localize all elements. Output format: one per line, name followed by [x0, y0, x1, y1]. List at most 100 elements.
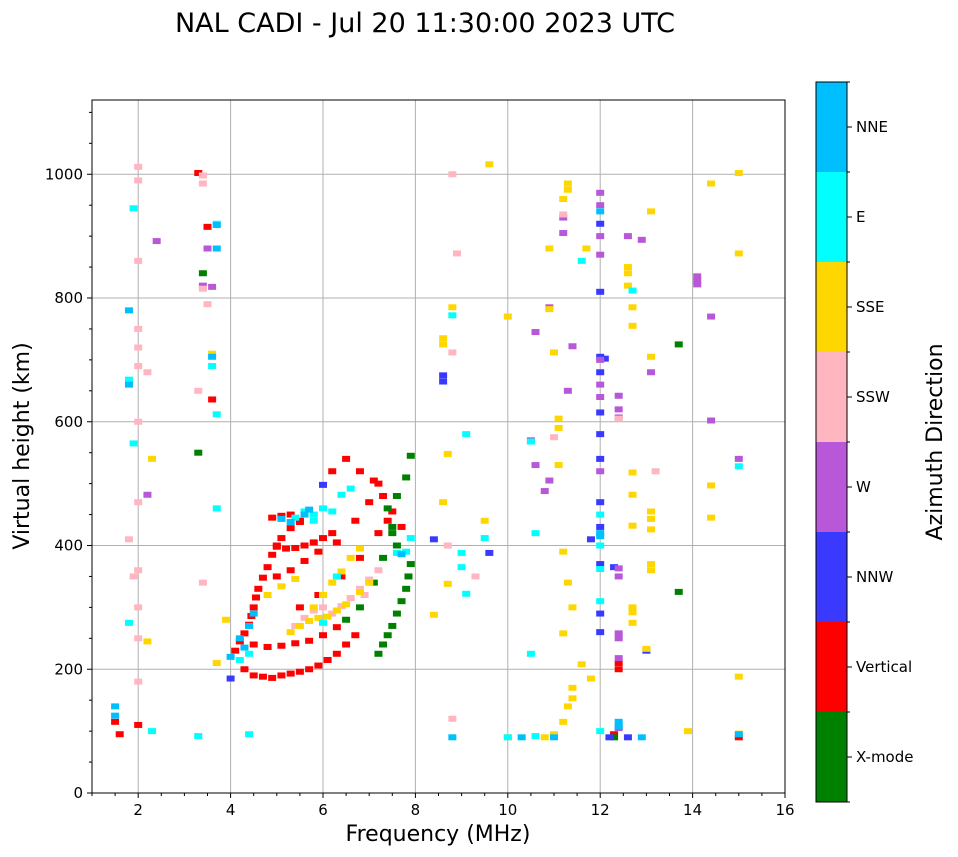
data-point [291, 622, 300, 629]
data-point [582, 245, 591, 252]
x-axis-ticks: 2 4 6 8 10 12 14 16 [91, 793, 795, 819]
data-point [559, 214, 568, 221]
colorbar-tick-label: W [856, 478, 871, 496]
data-point [642, 645, 651, 652]
data-point [198, 285, 207, 292]
data-point [457, 564, 466, 571]
data-point [402, 474, 411, 481]
data-point [309, 539, 318, 546]
data-point [355, 588, 364, 595]
data-point [693, 273, 702, 280]
data-point [596, 468, 605, 475]
data-point [429, 611, 438, 618]
data-point [134, 567, 143, 574]
data-point [319, 632, 327, 639]
x-tick-label: 12 [591, 801, 610, 819]
data-point [240, 666, 249, 673]
data-point [388, 508, 397, 515]
data-point [577, 661, 586, 668]
data-point [152, 238, 161, 245]
data-point [129, 205, 138, 212]
data-point [596, 356, 605, 363]
data-point [282, 545, 291, 552]
data-point [208, 283, 217, 290]
data-point [734, 734, 743, 741]
data-point [305, 666, 314, 673]
data-point [240, 644, 249, 651]
data-point [328, 579, 337, 586]
data-point [614, 666, 623, 673]
data-point [596, 533, 605, 540]
x-tick-label: 14 [683, 801, 702, 819]
data-point [596, 189, 605, 196]
x-axis-label: Frequency (MHz) [346, 822, 531, 847]
data-point [707, 313, 716, 320]
data-point [734, 673, 743, 680]
data-point [674, 341, 683, 348]
x-tick-label: 8 [411, 801, 421, 819]
data-point [526, 650, 535, 657]
data-point [379, 554, 388, 561]
data-point [134, 363, 143, 370]
data-point [610, 731, 619, 738]
data-point [124, 307, 133, 314]
data-point [596, 455, 605, 462]
data-point [563, 186, 572, 193]
data-point [277, 535, 286, 542]
data-point [212, 221, 221, 228]
data-point [319, 505, 327, 512]
plot-background [92, 100, 785, 793]
data-point [596, 511, 605, 518]
data-point [328, 468, 337, 475]
data-point [332, 650, 341, 657]
data-point [614, 573, 623, 580]
data-point [198, 282, 207, 289]
data-point [332, 607, 341, 614]
data-point [240, 630, 249, 637]
data-point [314, 662, 323, 669]
data-point [291, 514, 300, 521]
data-point [448, 304, 457, 311]
data-point [254, 585, 263, 592]
data-point [319, 481, 327, 488]
data-point [226, 653, 235, 660]
y-tick-label: 200 [54, 660, 83, 678]
data-point [596, 220, 605, 227]
series-sse [143, 161, 743, 741]
data-point [596, 610, 605, 617]
data-point [637, 236, 646, 243]
data-point [323, 656, 332, 663]
data-point [124, 536, 133, 543]
data-point [610, 564, 619, 571]
y-tick-label: 400 [54, 537, 83, 555]
data-point [388, 530, 397, 537]
chart-title: NAL CADI - Jul 20 11:30:00 2023 UTC [175, 8, 675, 39]
data-point [563, 180, 572, 187]
data-point [443, 580, 452, 587]
data-point [550, 731, 558, 738]
data-point [342, 455, 351, 462]
data-point [563, 579, 572, 586]
data-point [235, 656, 244, 663]
series-nne [111, 208, 743, 741]
data-point [596, 369, 605, 376]
data-point [596, 233, 605, 240]
data-point [404, 573, 413, 580]
data-point [134, 163, 143, 170]
data-point [628, 469, 637, 476]
data-point [545, 306, 554, 313]
data-point [194, 170, 203, 177]
x-tick-label: 16 [775, 801, 794, 819]
data-point [563, 703, 572, 710]
colorbar-segment [816, 352, 847, 442]
data-point [596, 629, 605, 636]
data-point [249, 641, 258, 648]
colorbar-tick-label: SSE [856, 298, 885, 316]
data-point [559, 211, 568, 218]
colorbar-tick-label: NNE [856, 118, 888, 136]
data-point [596, 561, 605, 568]
data-point [369, 477, 378, 484]
data-point [337, 491, 346, 498]
data-point [323, 613, 332, 620]
data-point [397, 598, 406, 605]
